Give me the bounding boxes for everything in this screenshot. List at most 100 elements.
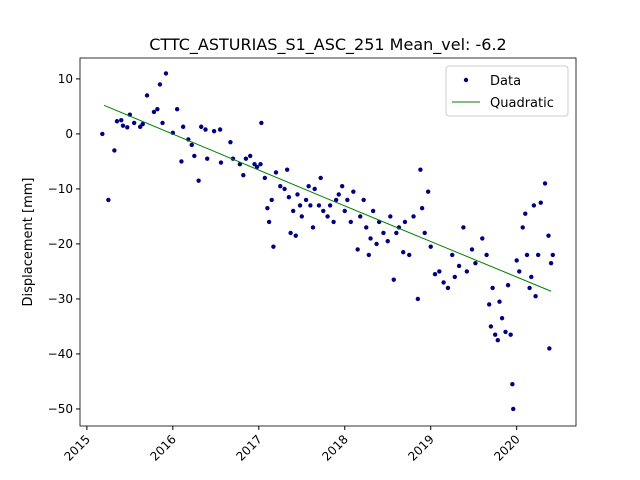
data-point — [503, 329, 508, 335]
data-point — [295, 192, 300, 197]
data-point — [529, 274, 534, 280]
data-point — [394, 230, 399, 236]
data-point — [418, 167, 423, 172]
data-point — [336, 192, 341, 197]
data-point — [174, 106, 180, 112]
series — [100, 71, 555, 412]
data-point — [151, 109, 157, 115]
data-point — [364, 225, 369, 230]
data-point — [546, 233, 551, 238]
data-point — [490, 285, 495, 291]
data-point — [527, 285, 532, 291]
data-point — [327, 203, 333, 208]
data-point — [351, 189, 356, 194]
legend-label: Data — [490, 74, 521, 89]
data-point — [163, 71, 169, 76]
data-point — [271, 244, 276, 249]
data-point — [312, 186, 317, 192]
chart-title: CTTC_ASTURIAS_S1_ASC_251 Mean_vel: -6.2 — [149, 35, 506, 55]
data-point — [203, 127, 208, 132]
y-tick-label: −30 — [48, 292, 73, 306]
data-point — [450, 252, 455, 258]
data-point — [514, 258, 519, 263]
data-point — [535, 252, 541, 258]
data-point — [243, 156, 249, 161]
data-point — [265, 205, 270, 211]
y-tick-label: −50 — [48, 402, 73, 416]
data-point — [125, 125, 130, 130]
data-point — [308, 203, 313, 208]
data-point — [273, 170, 279, 175]
data-point — [112, 148, 117, 153]
data-point — [461, 225, 466, 230]
data-point — [348, 219, 353, 225]
data-point — [495, 337, 500, 343]
legend: Data Quadratic — [445, 65, 569, 117]
data-point — [520, 225, 525, 230]
data-point — [269, 197, 274, 203]
data-point — [241, 172, 246, 178]
data-point — [422, 230, 427, 236]
data-point — [318, 175, 323, 181]
data-point — [293, 233, 298, 238]
data-point — [299, 214, 304, 219]
data-point — [282, 186, 287, 192]
data-point — [538, 200, 543, 205]
data-point — [486, 302, 492, 307]
data-point — [100, 131, 105, 137]
data-point — [480, 236, 485, 241]
legend-marker — [463, 77, 469, 83]
data-point — [288, 230, 293, 236]
y-tick-label: 10 — [58, 72, 73, 86]
data-point — [339, 183, 345, 189]
data-point — [415, 296, 421, 302]
data-point — [366, 252, 372, 258]
data-point — [114, 119, 120, 124]
data-point — [497, 299, 502, 304]
data-point — [510, 381, 515, 387]
data-point — [368, 236, 373, 241]
data-point — [286, 194, 292, 200]
y-tick-label: −10 — [48, 182, 73, 196]
data-point — [119, 117, 124, 123]
data-point — [524, 252, 530, 258]
data-point — [196, 178, 201, 183]
data-point — [310, 225, 316, 230]
data-point — [508, 332, 513, 337]
data-point — [484, 252, 489, 258]
data-point — [189, 142, 194, 148]
data-point — [140, 121, 145, 127]
data-point — [407, 252, 412, 258]
data-point — [297, 203, 303, 208]
data-point — [199, 124, 204, 129]
data-point — [432, 271, 438, 277]
fit-line — [103, 104, 552, 292]
data-point — [411, 214, 416, 219]
data-point — [157, 82, 163, 87]
data-point — [179, 159, 184, 164]
data-point — [473, 260, 478, 266]
data-point — [333, 197, 339, 203]
data-point — [445, 285, 451, 291]
data-point — [548, 260, 554, 266]
data-point — [381, 230, 386, 236]
data-point — [355, 247, 360, 252]
data-point — [464, 269, 470, 274]
data-point — [278, 183, 283, 189]
y-tick-label: −20 — [48, 237, 73, 251]
data-point — [290, 208, 296, 214]
data-point — [385, 238, 390, 244]
data-point — [331, 219, 336, 225]
data-point — [262, 175, 268, 181]
data-point — [505, 282, 511, 288]
data-point — [248, 153, 253, 159]
data-point — [252, 161, 257, 167]
data-point — [342, 208, 347, 214]
data-point — [306, 183, 311, 189]
data-point — [258, 161, 263, 167]
data-point — [533, 293, 538, 299]
data-point — [321, 208, 326, 214]
data-point — [284, 167, 290, 172]
data-point — [437, 269, 442, 274]
